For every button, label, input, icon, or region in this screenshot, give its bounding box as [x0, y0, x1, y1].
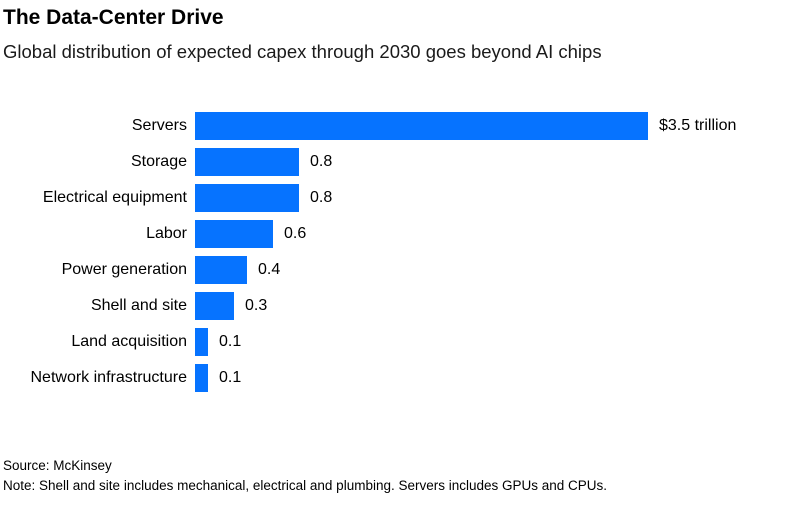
value-label: 0.1 [219, 333, 242, 350]
category-label: Power generation [61, 261, 187, 278]
bar-chart: Servers $3.5 trillion Storage 0.8 Electrical… [0, 112, 799, 400]
bar [195, 184, 299, 212]
bar-row: Land acquisition 0.1 [0, 328, 799, 364]
bar [195, 112, 648, 140]
value-label: 0.4 [258, 261, 281, 278]
bar [195, 256, 247, 284]
bar [195, 292, 234, 320]
bar-row: Servers $3.5 trillion [0, 112, 799, 148]
bar-row: Labor 0.6 [0, 220, 799, 256]
bar [195, 364, 208, 392]
value-label: 0.8 [310, 153, 333, 170]
bar-row: Power generation 0.4 [0, 256, 799, 292]
category-label: Shell and site [90, 297, 187, 314]
category-label: Servers [131, 117, 187, 134]
value-label: 0.8 [310, 189, 333, 206]
source-text: Source: McKinsey [3, 458, 112, 473]
value-label: 0.1 [219, 369, 242, 386]
value-label: $3.5 trillion [659, 117, 737, 134]
category-label: Storage [130, 153, 187, 170]
bar-row: Electrical equipment 0.8 [0, 184, 799, 220]
category-label: Electrical equipment [42, 189, 187, 206]
chart-footer: Source: McKinsey Note: Shell and site in… [3, 456, 607, 495]
category-label: Network infrastructure [30, 369, 188, 386]
chart-title: The Data-Center Drive [3, 6, 224, 29]
value-label: 0.3 [245, 297, 268, 314]
bar-row: Shell and site 0.3 [0, 292, 799, 328]
bar-row: Storage 0.8 [0, 148, 799, 184]
chart-subtitle: Global distribution of expected capex th… [3, 41, 602, 62]
bar [195, 220, 273, 248]
bar [195, 328, 208, 356]
value-label: 0.6 [284, 225, 307, 242]
category-label: Land acquisition [71, 333, 187, 350]
bar-row: Network infrastructure 0.1 [0, 364, 799, 400]
category-label: Labor [146, 225, 187, 242]
bar [195, 148, 299, 176]
note-text: Note: Shell and site includes mechanical… [3, 477, 608, 493]
